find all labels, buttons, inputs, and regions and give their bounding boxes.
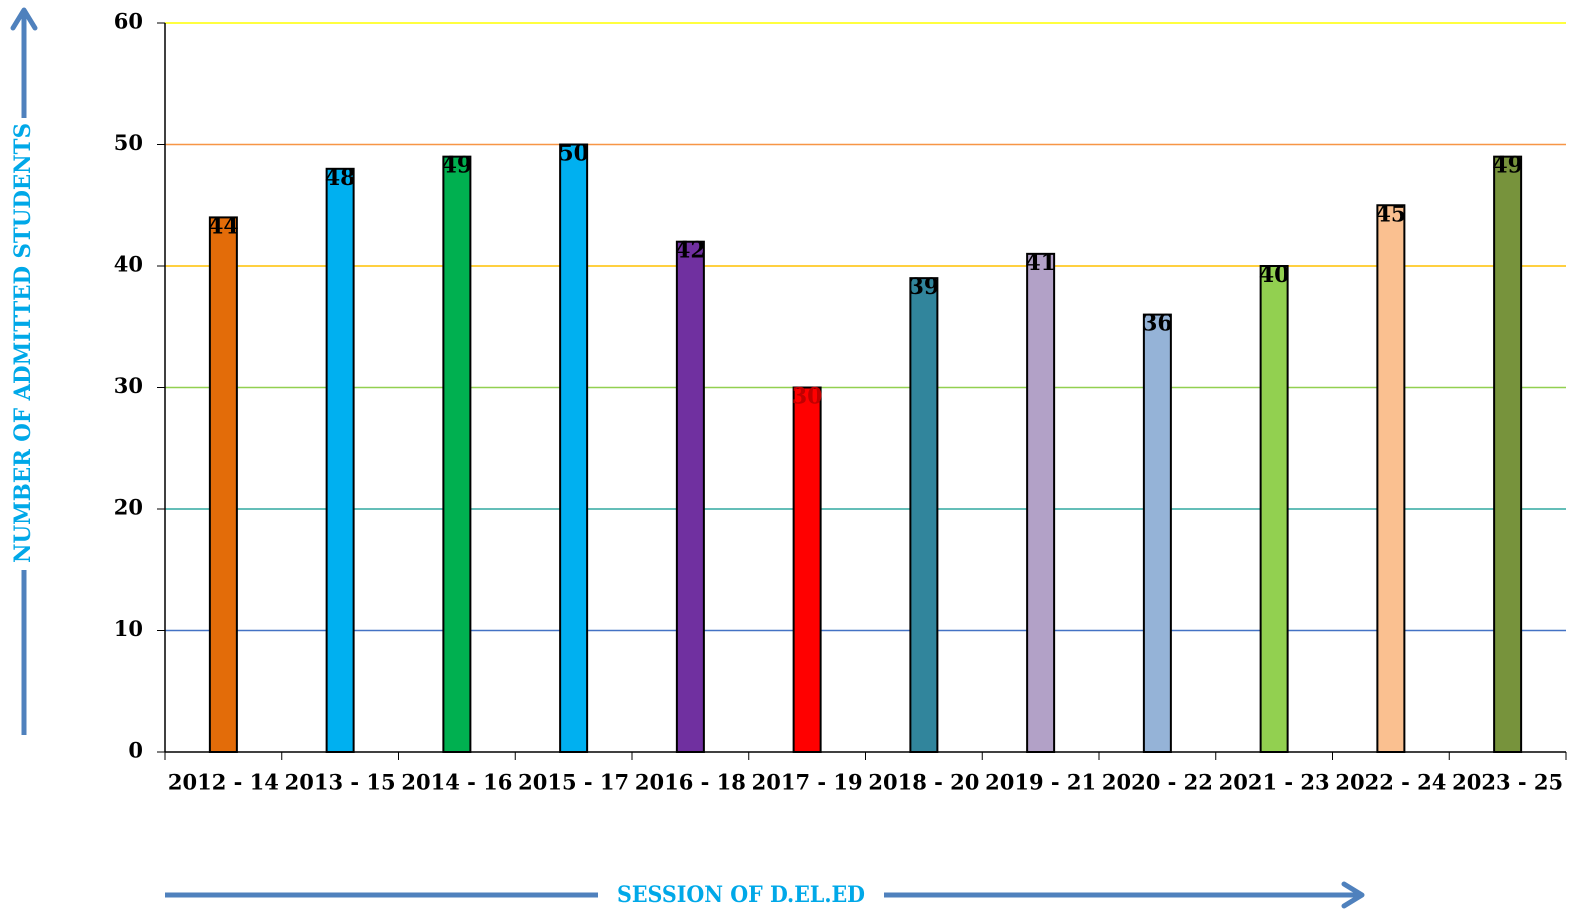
data-labels: 44 48 49 50 42 30 39 41 36 40 45 49 [208, 141, 1523, 410]
x-tick-label-2021-23: 2021 - 23 [1219, 770, 1330, 795]
bar-2018-20 [909, 277, 939, 753]
data-label-2023-25: 49 [1492, 153, 1523, 179]
bar-2016-18 [675, 240, 705, 753]
data-label-2018-20: 39 [909, 274, 940, 300]
y-tick-label-0: 0 [128, 738, 143, 763]
x-tick-labels: 2012 - 14 2013 - 15 2014 - 16 2015 - 17 2016… [168, 770, 1563, 795]
y-tick-label-20: 20 [114, 495, 143, 520]
data-label-2013-15: 48 [325, 165, 356, 191]
y-axis-title-group: NUMBER OF ADMITTED STUDENTS [10, 7, 38, 735]
y-axis-title: NUMBER OF ADMITTED STUDENTS [10, 123, 36, 563]
data-label-2014-16: 49 [442, 153, 473, 179]
x-tick-label-2013-15: 2013 - 15 [285, 770, 396, 795]
y-axis-arrow-head [10, 7, 38, 31]
y-tick-label-60: 60 [114, 9, 143, 34]
data-label-2016-18: 42 [675, 238, 706, 264]
x-tick-label-2022-24: 2022 - 24 [1335, 770, 1446, 795]
bar-2012-14 [208, 216, 238, 753]
bar-2014-16 [442, 155, 472, 753]
x-tick-label-2018-20: 2018 - 20 [868, 770, 979, 795]
bar-2019-21 [1026, 252, 1056, 753]
x-tick-label-2023-25: 2023 - 25 [1452, 770, 1563, 795]
x-axis-title-group: SESSION OF D.EL.ED [165, 881, 1365, 909]
x-tick-label-2020-22: 2020 - 22 [1102, 770, 1213, 795]
y-tick-labels: 0 10 20 30 40 50 60 [114, 9, 143, 763]
x-tick-label-2019-21: 2019 - 21 [985, 770, 1096, 795]
axes [157, 22, 1567, 760]
data-label-2021-23: 40 [1259, 262, 1290, 288]
y-tick-label-50: 50 [114, 130, 143, 155]
data-label-2020-22: 36 [1142, 311, 1173, 337]
bar-2015-17 [559, 143, 589, 753]
bar-2013-15 [325, 167, 355, 754]
y-tick-label-40: 40 [114, 252, 143, 277]
x-tick-label-2012-14: 2012 - 14 [168, 770, 279, 795]
data-label-2015-17: 50 [558, 141, 589, 167]
y-tick-label-10: 10 [114, 616, 143, 641]
x-axis-title: SESSION OF D.EL.ED [617, 882, 865, 908]
data-label-2017-19: 30 [792, 384, 823, 410]
bars [208, 143, 1523, 754]
data-label-2022-24: 45 [1376, 201, 1407, 227]
bar-2023-25 [1493, 155, 1523, 753]
x-tick-label-2014-16: 2014 - 16 [401, 770, 512, 795]
data-label-2012-14: 44 [208, 213, 239, 239]
bar-2020-22 [1142, 313, 1172, 753]
x-tick-label-2016-18: 2016 - 18 [635, 770, 746, 795]
bar-2021-23 [1259, 265, 1289, 753]
y-tick-label-30: 30 [114, 373, 143, 398]
bar-2022-24 [1376, 204, 1406, 753]
data-label-2019-21: 41 [1025, 250, 1056, 276]
bar-2017-19 [792, 386, 822, 753]
x-tick-label-2017-19: 2017 - 19 [752, 770, 863, 795]
x-tick-label-2015-17: 2015 - 17 [518, 770, 629, 795]
x-axis-arrow-head [1341, 881, 1365, 909]
gridlines [165, 22, 1566, 632]
